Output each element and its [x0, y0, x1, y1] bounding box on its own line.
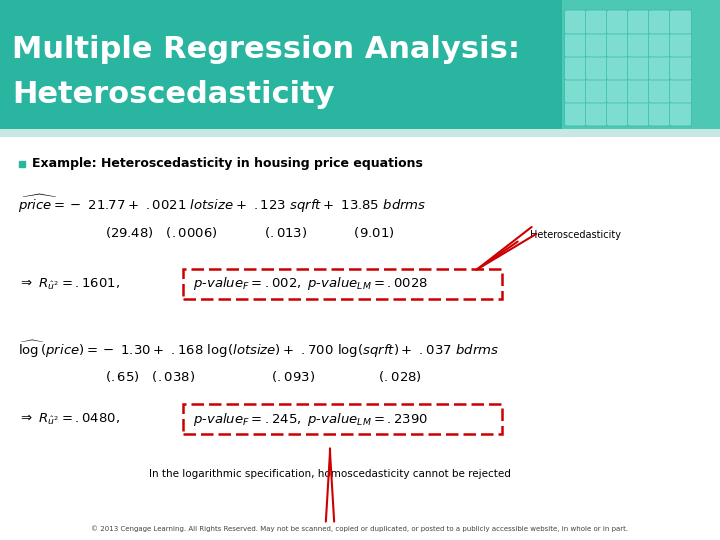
FancyBboxPatch shape	[670, 56, 692, 80]
Text: Example: Heteroscedasticity in housing price equations: Example: Heteroscedasticity in housing p…	[32, 158, 423, 171]
FancyBboxPatch shape	[628, 56, 649, 80]
FancyBboxPatch shape	[606, 79, 629, 103]
FancyBboxPatch shape	[606, 56, 629, 80]
Text: Heteroscedasticity: Heteroscedasticity	[12, 80, 335, 109]
FancyBboxPatch shape	[649, 56, 670, 80]
FancyBboxPatch shape	[564, 10, 587, 34]
Text: $\Rightarrow\ R_{\hat{u}^{2}} = .1601,$: $\Rightarrow\ R_{\hat{u}^{2}} = .1601,$	[18, 276, 120, 292]
FancyBboxPatch shape	[628, 33, 649, 57]
FancyBboxPatch shape	[628, 102, 649, 126]
FancyBboxPatch shape	[564, 79, 587, 103]
Text: $(.65)\ \ \ (.038)\ \ \ \ \ \ \ \ \ \ \ \ \ \ \ \ \ \ (.093)\ \ \ \ \ \ \ \ \ \ : $(.65)\ \ \ (.038)\ \ \ \ \ \ \ \ \ \ \ …	[105, 369, 422, 384]
Text: $\widehat{price} = -\ 21.77 +\ .0021\ \mathit{lotsize}+\ .123\ \mathit{sqrft}+\ : $\widehat{price} = -\ 21.77 +\ .0021\ \m…	[18, 193, 426, 215]
Bar	[562, 0, 720, 129]
Text: $p\text{-}value_F = .245,\ p\text{-}value_{LM} = .2390$: $p\text{-}value_F = .245,\ p\text{-}valu…	[193, 410, 428, 428]
FancyBboxPatch shape	[628, 10, 649, 34]
Text: $(29.48)\ \ \ (.0006)\ \ \ \ \ \ \ \ \ \ \ (.013)\ \ \ \ \ \ \ \ \ \ \ (9.01)$: $(29.48)\ \ \ (.0006)\ \ \ \ \ \ \ \ \ \…	[105, 225, 395, 240]
FancyBboxPatch shape	[628, 79, 649, 103]
FancyBboxPatch shape	[670, 79, 692, 103]
Text: $\Rightarrow\ R_{\hat{u}^{2}} = .0480,$: $\Rightarrow\ R_{\hat{u}^{2}} = .0480,$	[18, 411, 120, 427]
FancyBboxPatch shape	[670, 102, 692, 126]
Bar	[0, 0, 562, 129]
Bar	[0, 129, 720, 540]
FancyBboxPatch shape	[585, 33, 608, 57]
Text: Heteroscedasticity: Heteroscedasticity	[530, 230, 621, 240]
FancyBboxPatch shape	[606, 33, 629, 57]
FancyBboxPatch shape	[585, 102, 608, 126]
FancyBboxPatch shape	[649, 33, 670, 57]
FancyBboxPatch shape	[670, 33, 692, 57]
Text: In the logarithmic specification, homoscedasticity cannot be rejected: In the logarithmic specification, homosc…	[149, 469, 511, 479]
FancyBboxPatch shape	[649, 79, 670, 103]
Text: $p\text{-}value_F = .002,\ p\text{-}value_{LM} = .0028$: $p\text{-}value_F = .002,\ p\text{-}valu…	[193, 275, 428, 293]
Text: © 2013 Cengage Learning. All Rights Reserved. May not be scanned, copied or dupl: © 2013 Cengage Learning. All Rights Rese…	[91, 525, 629, 532]
Text: $\widehat{\log}(price) = -\ 1.30 +\ .168\ \log(\mathit{lotsize})+\ .700\ \log(\m: $\widehat{\log}(price) = -\ 1.30 +\ .168…	[18, 339, 499, 360]
FancyBboxPatch shape	[564, 102, 587, 126]
FancyBboxPatch shape	[564, 56, 587, 80]
FancyBboxPatch shape	[670, 10, 692, 34]
FancyBboxPatch shape	[649, 10, 670, 34]
FancyBboxPatch shape	[585, 56, 608, 80]
FancyBboxPatch shape	[649, 102, 670, 126]
FancyBboxPatch shape	[606, 10, 629, 34]
FancyBboxPatch shape	[564, 33, 587, 57]
Bar	[0, 129, 720, 137]
FancyBboxPatch shape	[606, 102, 629, 126]
Text: Multiple Regression Analysis:: Multiple Regression Analysis:	[12, 35, 520, 64]
FancyBboxPatch shape	[585, 79, 608, 103]
FancyBboxPatch shape	[585, 10, 608, 34]
